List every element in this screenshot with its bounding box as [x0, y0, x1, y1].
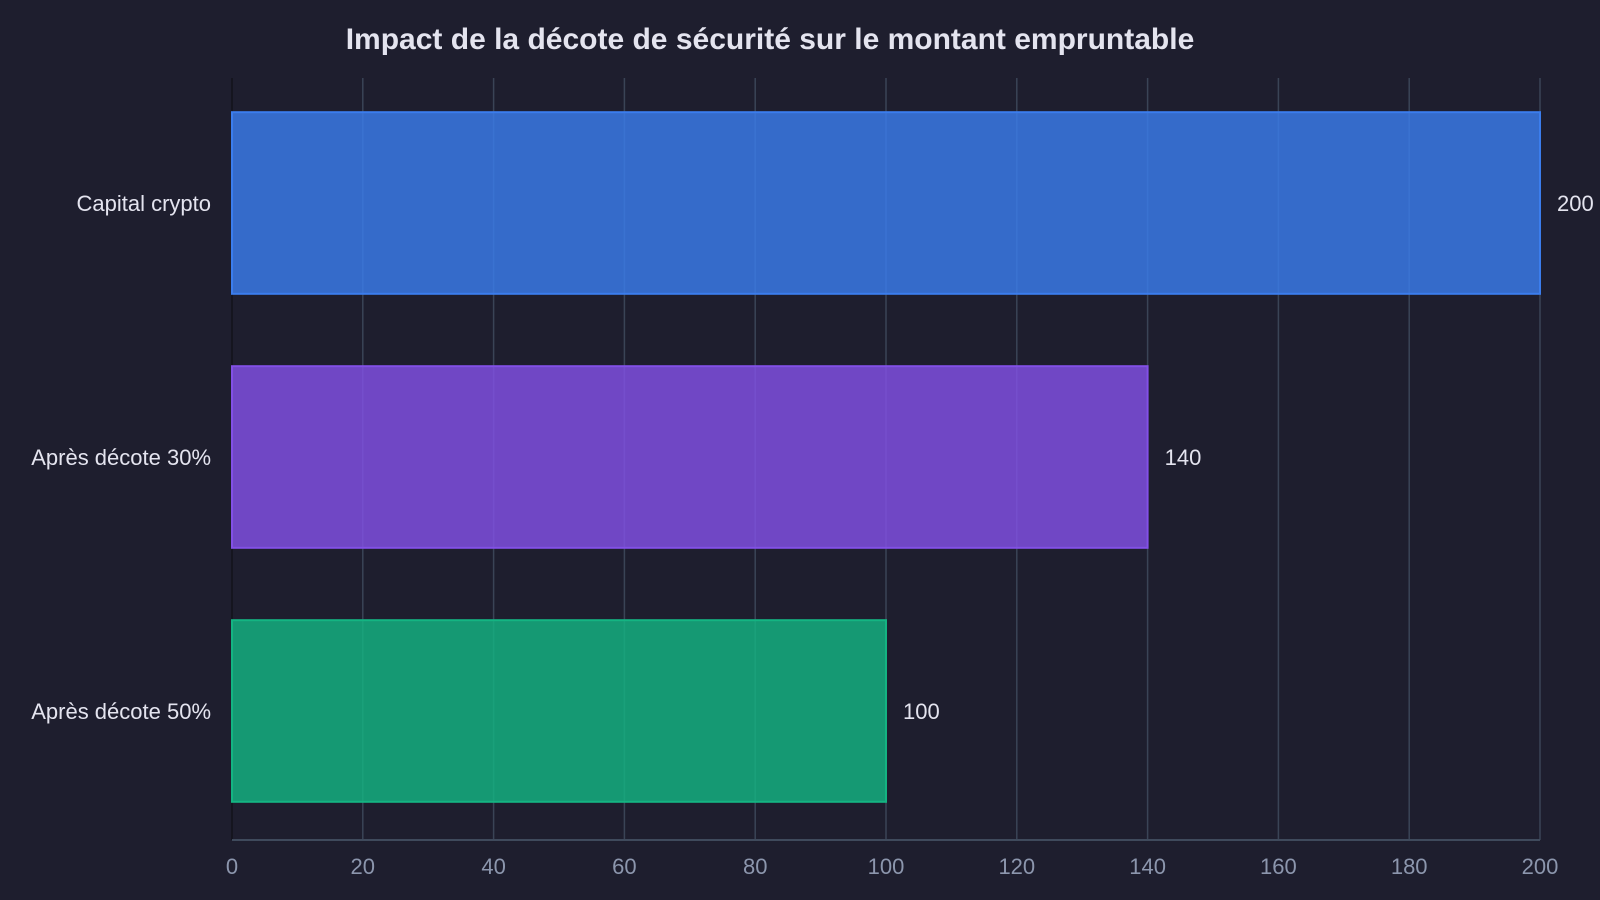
- x-tick-label-100: 100: [868, 854, 905, 879]
- x-tick-label-140: 140: [1129, 854, 1166, 879]
- data-label-apres-decote-30: 140: [1165, 445, 1202, 470]
- data-label-capital-crypto: 200: [1557, 191, 1594, 216]
- labels: Capital crypto 200 Après décote 30% 140 Aprè…: [31, 191, 1594, 724]
- bar-apres-decote-30: [231, 365, 1149, 549]
- category-label-apres-decote-50: Après décote 50%: [31, 699, 211, 724]
- bar-apres-decote-50: [231, 619, 887, 803]
- chart-title: Impact de la décote de sécurité sur le m…: [346, 23, 1195, 56]
- x-tick-label-20: 20: [351, 854, 375, 879]
- x-tick-label-180: 180: [1391, 854, 1428, 879]
- category-label-capital-crypto: Capital crypto: [76, 191, 211, 216]
- x-tick-label-80: 80: [743, 854, 767, 879]
- x-tick-label-120: 120: [998, 854, 1035, 879]
- x-tick-label-60: 60: [612, 854, 636, 879]
- bar-capital-crypto: [231, 111, 1541, 295]
- x-tick-label-0: 0: [226, 854, 238, 879]
- category-label-apres-decote-30: Après décote 30%: [31, 445, 211, 470]
- bars: [231, 111, 1541, 803]
- data-label-apres-decote-50: 100: [903, 699, 940, 724]
- x-tick-label-40: 40: [481, 854, 505, 879]
- x-tick-label-160: 160: [1260, 854, 1297, 879]
- x-tick-label-200: 200: [1522, 854, 1559, 879]
- x-axis: 0 20 40 60 80 100 120 140 160 180 200: [226, 839, 1559, 879]
